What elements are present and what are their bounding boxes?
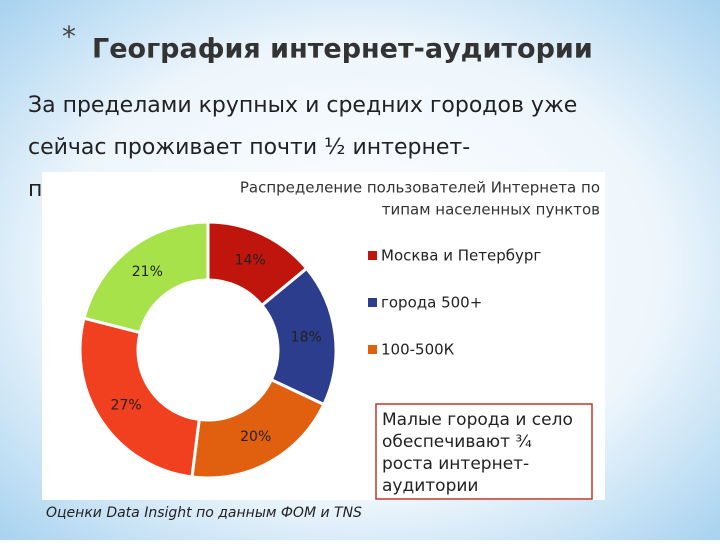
donut-slice bbox=[190, 377, 326, 480]
legend-label: Москва и Петербург bbox=[381, 247, 541, 265]
data-label: 20% bbox=[240, 429, 271, 445]
body-line: За пределами крупных и средних городов у… bbox=[28, 93, 577, 118]
callout-box bbox=[375, 403, 593, 500]
chart-title-line: типам населенных пунктов bbox=[382, 201, 600, 219]
donut-slice bbox=[82, 220, 210, 335]
data-label: 18% bbox=[291, 330, 322, 346]
donut: 14% 18% 20% 27% 21% Москва и Петербург города … bbox=[78, 220, 541, 480]
callout-line: обеспечивают ¾ bbox=[382, 432, 532, 452]
data-label: 21% bbox=[132, 264, 163, 280]
chart-title: Распределение пользователей Интернета по… bbox=[240, 179, 600, 219]
callout-line: Малые города и село bbox=[382, 410, 573, 430]
body-line: сейчас проживает почти ½ интернет- bbox=[28, 135, 470, 160]
data-label: 14% bbox=[235, 252, 266, 268]
legend-marker bbox=[368, 298, 377, 307]
legend-marker bbox=[368, 251, 377, 260]
footnote: Оценки Data Insight по данным ФОМ и TNS bbox=[46, 505, 362, 521]
bullet: * bbox=[62, 20, 76, 53]
legend-label: 100-500К bbox=[381, 341, 455, 359]
legend-label: города 500+ bbox=[381, 294, 482, 312]
callout-line: аудитории bbox=[382, 476, 478, 496]
callout-line: роста интернет- bbox=[382, 454, 529, 474]
chart-title-line: Распределение пользователей Интернета по bbox=[240, 179, 600, 197]
slide-title: География интернет-аудитории bbox=[92, 34, 593, 65]
data-label: 27% bbox=[111, 398, 142, 414]
donut-slice bbox=[78, 316, 201, 479]
legend-marker bbox=[368, 345, 377, 354]
